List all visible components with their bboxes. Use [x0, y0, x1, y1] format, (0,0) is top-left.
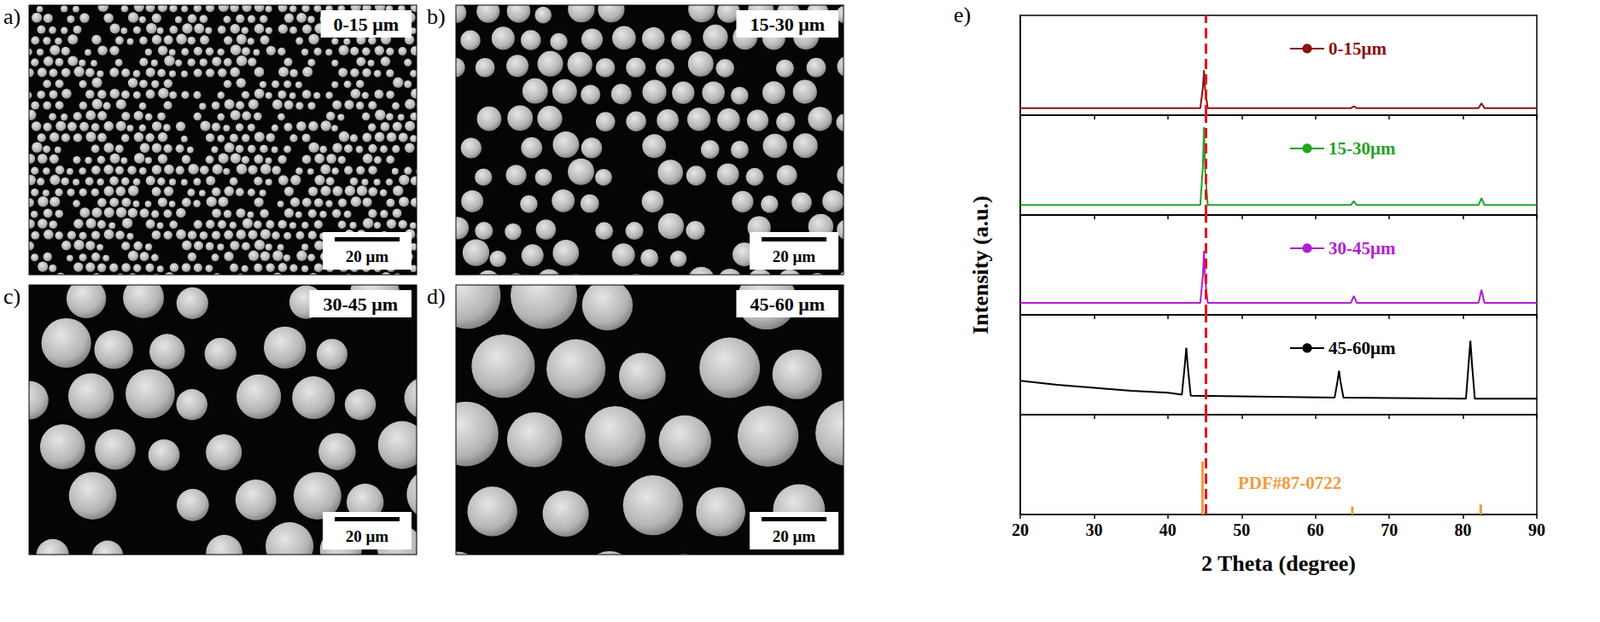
- svg-text:20 μm: 20 μm: [345, 247, 390, 266]
- svg-text:40: 40: [1159, 520, 1177, 540]
- svg-text:2 Theta (degree): 2 Theta (degree): [1201, 551, 1356, 577]
- svg-text:50: 50: [1232, 520, 1250, 540]
- svg-text:15-30 μm: 15-30 μm: [749, 13, 825, 36]
- svg-text:45-60 μm: 45-60 μm: [749, 293, 825, 316]
- svg-text:d): d): [426, 284, 446, 310]
- svg-text:b): b): [426, 4, 446, 30]
- svg-text:0-15 μm: 0-15 μm: [332, 13, 399, 36]
- svg-text:a): a): [3, 4, 21, 30]
- svg-text:PDF#87-0722: PDF#87-0722: [1237, 472, 1342, 494]
- svg-text:30-45μm: 30-45μm: [1328, 238, 1396, 259]
- svg-text:30-45 μm: 30-45 μm: [322, 293, 398, 316]
- svg-text:e): e): [953, 2, 971, 28]
- svg-text:20 μm: 20 μm: [772, 527, 817, 546]
- svg-text:90: 90: [1528, 520, 1546, 540]
- svg-text:Intensity (a.u.): Intensity (a.u.): [968, 195, 993, 335]
- svg-text:20 μm: 20 μm: [345, 527, 390, 546]
- svg-text:15-30μm: 15-30μm: [1328, 138, 1396, 159]
- svg-text:60: 60: [1307, 520, 1325, 540]
- svg-text:80: 80: [1454, 520, 1472, 540]
- svg-text:0-15μm: 0-15μm: [1328, 38, 1387, 59]
- svg-text:c): c): [3, 284, 21, 310]
- svg-text:30: 30: [1085, 520, 1103, 540]
- svg-text:70: 70: [1380, 520, 1398, 540]
- svg-text:20 μm: 20 μm: [772, 247, 817, 266]
- svg-text:45-60μm: 45-60μm: [1328, 338, 1396, 359]
- svg-text:20: 20: [1011, 520, 1029, 540]
